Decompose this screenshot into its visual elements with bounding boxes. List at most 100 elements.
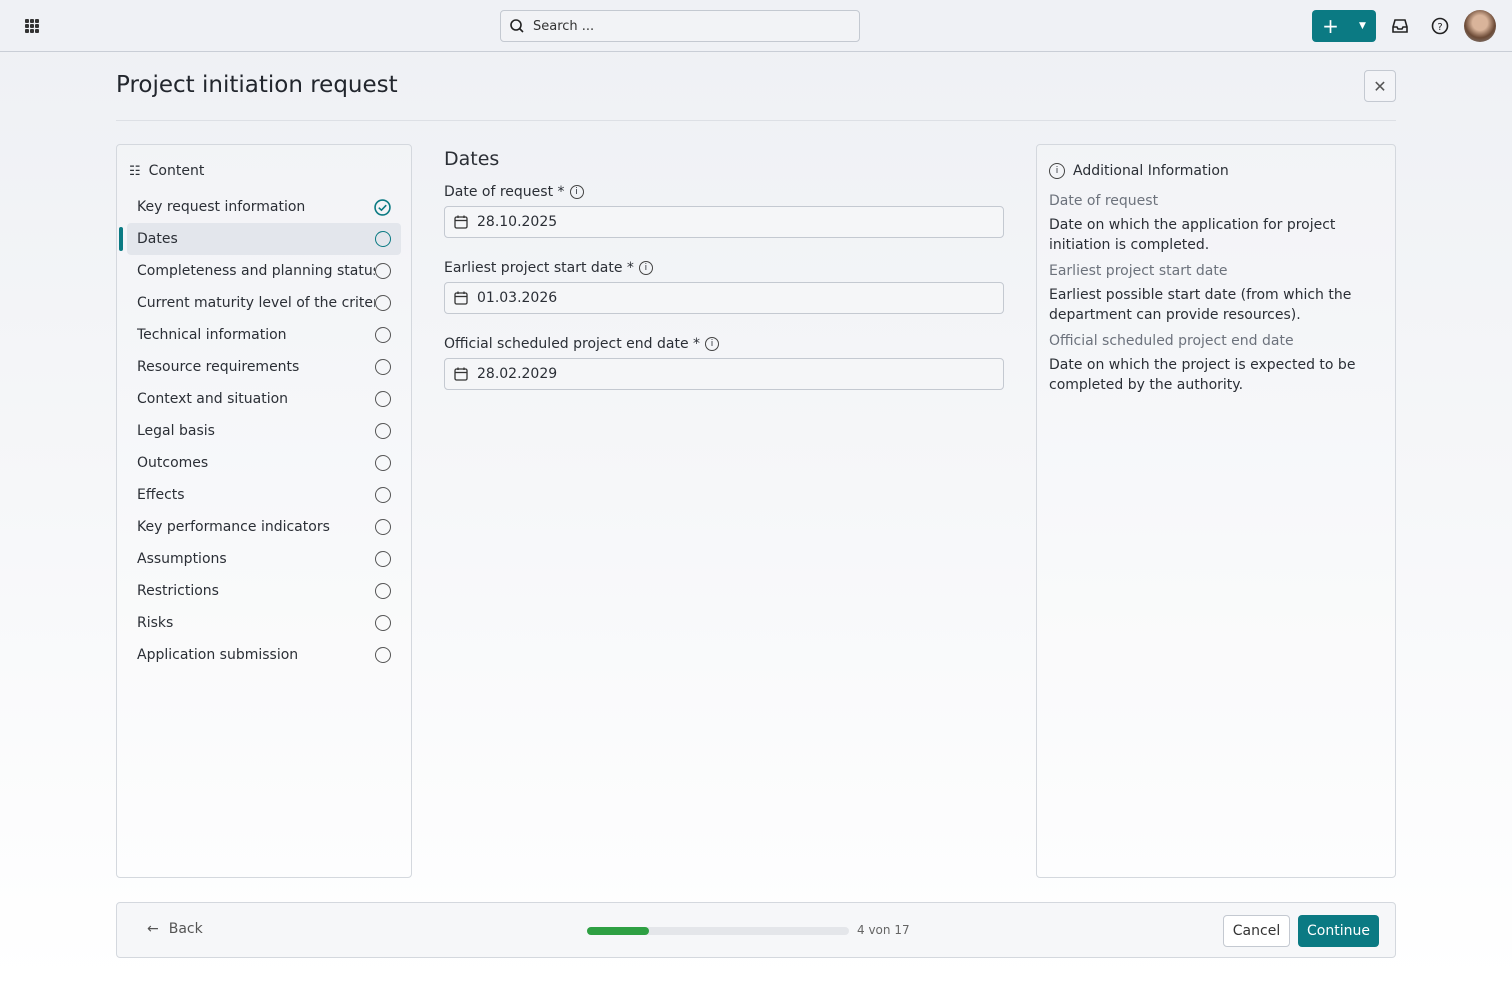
inbox-icon[interactable] xyxy=(1390,16,1410,36)
circle-icon xyxy=(375,487,391,503)
nav-item[interactable]: Risks xyxy=(127,607,401,639)
nav-item-label: Outcomes xyxy=(137,455,209,471)
field-label-text: Official scheduled project end date * xyxy=(444,336,701,352)
content-panel: ☷ Content Key request information Dates Com… xyxy=(116,144,412,878)
continue-button[interactable]: Continue xyxy=(1298,915,1379,947)
circle-icon xyxy=(375,455,391,471)
close-icon: ✕ xyxy=(1373,76,1387,96)
info-icon[interactable]: i xyxy=(569,185,584,199)
info-title: Additional Information xyxy=(1073,163,1229,179)
date-value: 28.02.2029 xyxy=(477,366,558,382)
nav-item[interactable]: Current maturity level of the criteria xyxy=(127,287,401,319)
back-button[interactable]: ← Back xyxy=(147,921,203,937)
search-icon xyxy=(510,19,524,33)
plus-icon: + xyxy=(1322,14,1339,38)
content-title: Content xyxy=(148,163,205,179)
cancel-button[interactable]: Cancel xyxy=(1223,915,1290,947)
progress-bar xyxy=(587,927,849,935)
circle-icon xyxy=(375,583,391,599)
progress-text: 4 von 17 xyxy=(857,923,910,937)
circle-icon xyxy=(375,295,391,311)
divider xyxy=(116,120,1396,121)
date-input[interactable]: 28.10.2025 xyxy=(444,206,1004,238)
footer-bar: ← Back 4 von 17 Cancel Continue xyxy=(116,902,1396,958)
nav-item-label: Context and situation xyxy=(137,391,289,407)
checklist-icon: ☷ xyxy=(129,163,141,179)
nav-item-label: Effects xyxy=(137,487,185,503)
dates-form: Dates Date of request * i 28.10.2025 Earli… xyxy=(444,148,1004,412)
nav-item-label: Resource requirements xyxy=(137,359,300,375)
info-term: Earliest project start date xyxy=(1049,263,1228,279)
page-title: Project initiation request xyxy=(116,72,398,98)
nav-item-label: Application submission xyxy=(137,647,299,663)
info-icon[interactable]: i xyxy=(705,337,720,351)
search-input[interactable]: Search ... xyxy=(500,10,860,42)
close-button[interactable]: ✕ xyxy=(1364,70,1396,102)
nav-item-label: Restrictions xyxy=(137,583,219,599)
nav-item[interactable]: Completeness and planning status xyxy=(127,255,401,287)
chevron-down-icon[interactable]: ▼ xyxy=(1359,21,1366,31)
nav-item[interactable]: Restrictions xyxy=(127,575,401,607)
circle-icon xyxy=(375,519,391,535)
nav-item[interactable]: Context and situation xyxy=(127,383,401,415)
progress-fill xyxy=(587,927,649,935)
nav-item[interactable]: Dates xyxy=(119,223,401,255)
circle-icon xyxy=(375,359,391,375)
circle-icon xyxy=(375,615,391,631)
date-value: 01.03.2026 xyxy=(477,290,558,306)
date-value: 28.10.2025 xyxy=(477,214,558,230)
circle-icon xyxy=(375,391,391,407)
info-icon: i xyxy=(1049,163,1065,179)
nav-item-label: Completeness and planning status xyxy=(137,263,375,279)
nav-item[interactable]: Application submission xyxy=(127,639,401,671)
calendar-icon[interactable] xyxy=(453,290,469,306)
back-label: Back xyxy=(168,921,203,937)
nav-item[interactable]: Legal basis xyxy=(127,415,401,447)
field-label-text: Earliest project start date * xyxy=(444,260,634,276)
section-title: Dates xyxy=(444,148,500,170)
nav-item[interactable]: Resource requirements xyxy=(127,351,401,383)
field-label: Earliest project start date * i xyxy=(444,260,1004,276)
info-term: Official scheduled project end date xyxy=(1049,333,1294,349)
nav-item[interactable]: Technical information xyxy=(127,319,401,351)
nav-item-label: Current maturity level of the criteria xyxy=(137,295,375,311)
circle-icon xyxy=(375,647,391,663)
nav-item-label: Technical information xyxy=(137,327,287,343)
circle-icon xyxy=(375,263,391,279)
calendar-icon[interactable] xyxy=(453,214,469,230)
nav-item-label: Assumptions xyxy=(137,551,227,567)
nav-item-label: Dates xyxy=(137,231,178,247)
nav-item[interactable]: Assumptions xyxy=(127,543,401,575)
date-input[interactable]: 28.02.2029 xyxy=(444,358,1004,390)
add-button[interactable]: + ▼ xyxy=(1312,10,1376,42)
info-description: Earliest possible start date (from which… xyxy=(1049,287,1352,323)
info-description: Date on which the project is expected to… xyxy=(1049,357,1356,393)
nav-item[interactable]: Key performance indicators xyxy=(127,511,401,543)
nav-item-label: Key request information xyxy=(137,199,306,215)
nav-item[interactable]: Effects xyxy=(127,479,401,511)
search-placeholder: Search ... xyxy=(533,18,595,34)
additional-info-panel: i Additional Information Date of request D… xyxy=(1036,144,1396,878)
nav-item-label: Legal basis xyxy=(137,423,215,439)
nav-item-label: Key performance indicators xyxy=(137,519,330,535)
help-icon[interactable]: ? xyxy=(1430,16,1450,36)
nav-item-label: Risks xyxy=(137,615,174,631)
svg-text:?: ? xyxy=(1437,22,1442,33)
field-label: Official scheduled project end date * i xyxy=(444,336,1004,352)
calendar-icon[interactable] xyxy=(453,366,469,382)
avatar[interactable] xyxy=(1464,10,1496,42)
circle-icon xyxy=(375,231,391,247)
circle-icon xyxy=(375,327,391,343)
circle-icon xyxy=(375,423,391,439)
circle-icon xyxy=(375,551,391,567)
info-description: Date on which the application for projec… xyxy=(1049,217,1336,253)
nav-item[interactable]: Key request information xyxy=(127,191,401,223)
apps-grid-icon[interactable] xyxy=(25,19,39,33)
info-term: Date of request xyxy=(1049,193,1159,209)
arrow-left-icon: ← xyxy=(147,921,159,937)
field-label-text: Date of request * xyxy=(444,184,565,200)
info-icon[interactable]: i xyxy=(638,261,653,275)
date-input[interactable]: 01.03.2026 xyxy=(444,282,1004,314)
check-circle-icon xyxy=(374,198,391,216)
nav-item[interactable]: Outcomes xyxy=(127,447,401,479)
